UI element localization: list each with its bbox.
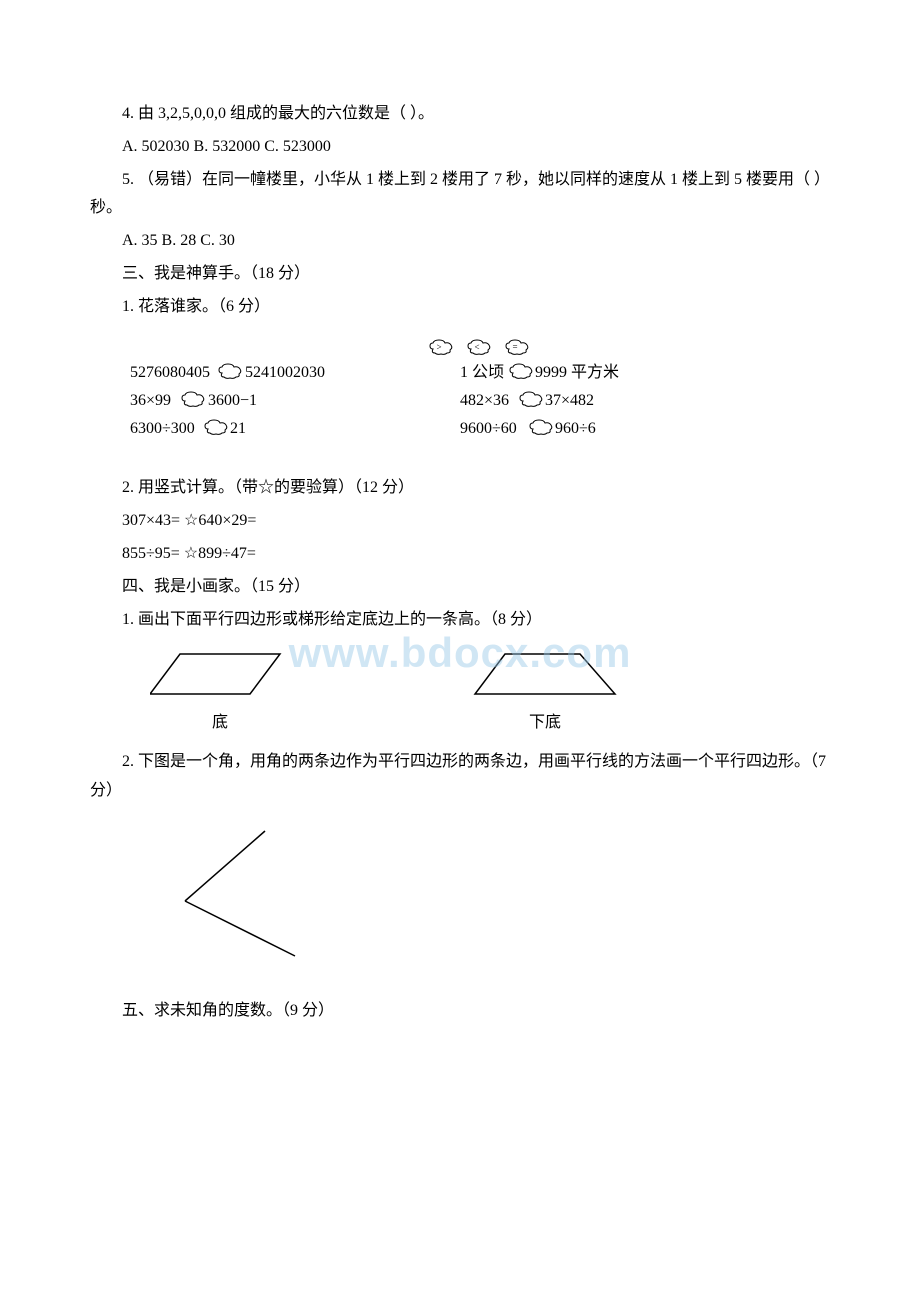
comparison-rows-svg: 5276080405 5241002030 1 公顷 9999 平方米 36×9… bbox=[130, 359, 750, 454]
svg-text:5241002030: 5241002030 bbox=[245, 364, 325, 381]
section-4-sub2-title: 2. 下图是一个角，用角的两条边作为平行四边形的两条边，用画平行线的方法画一个平… bbox=[90, 748, 830, 806]
cloud-icon: = bbox=[503, 337, 533, 357]
cloud-icon: > bbox=[427, 337, 457, 357]
section-4-sub1-title: 1. 画出下面平行四边形或梯形给定底边上的一条高。（8 分） bbox=[90, 606, 830, 635]
svg-text:37×482: 37×482 bbox=[545, 392, 594, 409]
question-5-text: 5. （易错）在同一幢楼里，小华从 1 楼上到 2 楼用了 7 秒，她以同样的速… bbox=[90, 166, 830, 224]
svg-text:9600÷60: 9600÷60 bbox=[460, 420, 517, 437]
svg-text:<: < bbox=[474, 342, 479, 352]
svg-text:5276080405: 5276080405 bbox=[130, 364, 210, 381]
section-4-title: 四、我是小画家。（15 分） bbox=[90, 573, 830, 602]
svg-text:>: > bbox=[436, 342, 441, 352]
question-4-text: 4. 由 3,2,5,0,0,0 组成的最大的六位数是（ ）。 bbox=[90, 100, 830, 129]
svg-text:21: 21 bbox=[230, 420, 246, 437]
trapezoid-label: 下底 bbox=[529, 709, 561, 738]
trapezoid-block: 下底 bbox=[470, 649, 620, 738]
parallelogram-block: 底 bbox=[150, 649, 290, 738]
comparison-exercise-block: > < = 5276080405 5241002030 1 公顷 9999 平方… bbox=[130, 337, 830, 465]
question-4-options: A. 502030 B. 532000 C. 523000 bbox=[90, 133, 830, 162]
angle-shape-block bbox=[170, 826, 830, 977]
svg-text:9999 平方米: 9999 平方米 bbox=[535, 363, 619, 381]
svg-text:36×99: 36×99 bbox=[130, 392, 171, 409]
trapezoid-icon bbox=[470, 649, 620, 704]
parallelogram-label: 底 bbox=[212, 709, 228, 738]
section-3-sub2-title: 2. 用竖式计算。（带☆的要验算）（12 分） bbox=[90, 474, 830, 503]
angle-icon bbox=[170, 826, 330, 966]
svg-text:=: = bbox=[512, 342, 517, 352]
svg-text:960÷6: 960÷6 bbox=[555, 420, 596, 437]
svg-text:3600−1: 3600−1 bbox=[208, 392, 257, 409]
svg-text:482×36: 482×36 bbox=[460, 392, 509, 409]
calc-line-1: 307×43= ☆640×29= bbox=[90, 507, 830, 536]
svg-text:6300÷300: 6300÷300 bbox=[130, 420, 195, 437]
section-5-title: 五、求未知角的度数。（9 分） bbox=[90, 997, 830, 1026]
parallelogram-icon bbox=[150, 649, 290, 704]
cloud-icon: < bbox=[465, 337, 495, 357]
calc-line-2: 855÷95= ☆899÷47= bbox=[90, 540, 830, 569]
section-3-title: 三、我是神算手。（18 分） bbox=[90, 260, 830, 289]
svg-text:1 公顷: 1 公顷 bbox=[460, 363, 504, 381]
question-5-options: A. 35 B. 28 C. 30 bbox=[90, 227, 830, 256]
shapes-row: 底 下底 bbox=[150, 649, 830, 738]
section-3-sub1-title: 1. 花落谁家。（6 分） bbox=[90, 293, 830, 322]
